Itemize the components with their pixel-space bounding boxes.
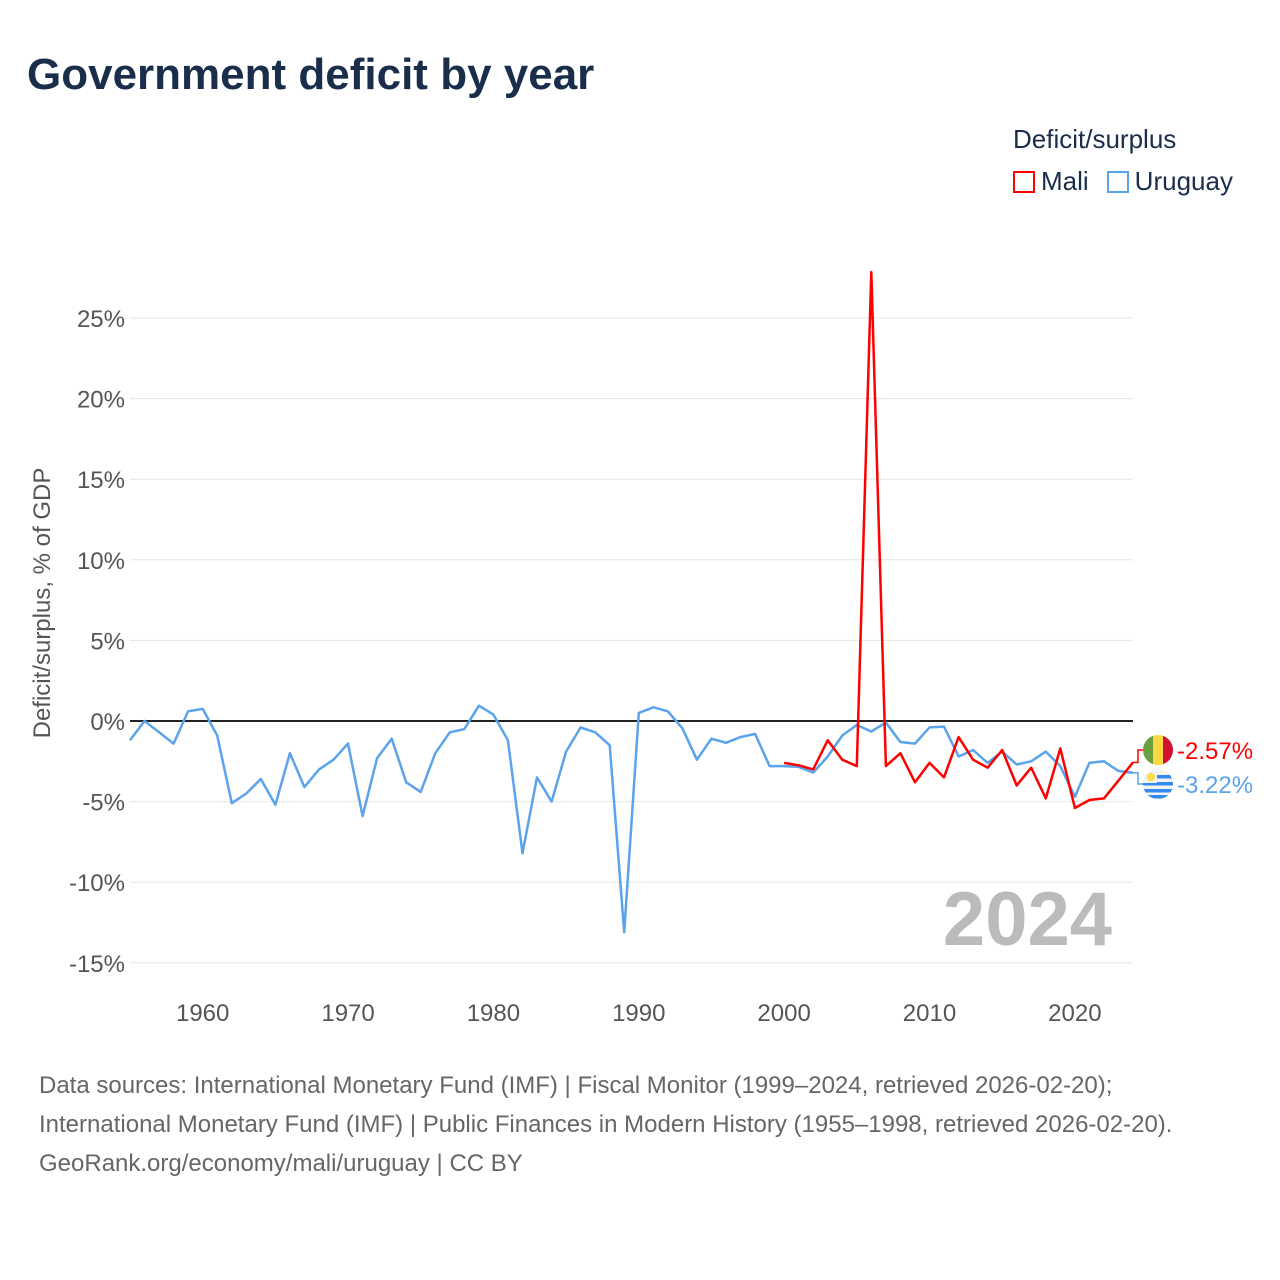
credit-link[interactable]: GeoRank.org/economy/mali/uruguay | CC BY [39, 1150, 523, 1177]
y-tick-label: -15% [69, 951, 125, 978]
series-line-mali[interactable] [783, 270, 1134, 810]
x-tick-label: 1990 [612, 1000, 665, 1027]
legend-label: Mali [1041, 166, 1089, 196]
x-tick-label: 2000 [757, 1000, 810, 1027]
legend-item-mali[interactable]: Mali [1013, 166, 1089, 197]
x-tick-label: 1980 [467, 1000, 520, 1027]
legend-item-uruguay[interactable]: Uruguay [1106, 166, 1233, 197]
legend: Mali Uruguay [1013, 166, 1233, 197]
mali-flag-icon [1143, 735, 1173, 765]
y-tick-label: 15% [77, 467, 125, 494]
legend-title: Deficit/surplus [1013, 124, 1177, 154]
end-value-label-mali: -2.57% [1177, 738, 1253, 765]
y-tick-label: -10% [69, 870, 125, 897]
x-tick-label: 2020 [1048, 1000, 1101, 1027]
y-axis-label: Deficit/surplus, % of GDP [29, 468, 56, 739]
end-value-label-uruguay: -3.22% [1177, 772, 1253, 799]
y-tick-label: 25% [77, 306, 125, 333]
data-sources: Data sources: International Monetary Fun… [39, 1072, 1173, 1138]
x-tick-label: 1960 [176, 1000, 229, 1027]
label-connector [1133, 772, 1143, 785]
chart-title: Government deficit by year [27, 50, 595, 99]
y-tick-label: -5% [82, 790, 125, 817]
footer: Data sources: International Monetary Fun… [39, 1066, 1239, 1183]
y-tick-label: 5% [90, 628, 125, 655]
legend-swatch-mali [1013, 170, 1035, 193]
x-tick-label: 2010 [903, 1000, 956, 1027]
label-connector [1133, 749, 1143, 764]
y-tick-label: 0% [90, 709, 125, 736]
x-tick-label: 1970 [321, 1000, 374, 1027]
uruguay-flag-icon [1143, 769, 1173, 799]
series-line-uruguay[interactable] [129, 704, 1134, 934]
legend-swatch-uruguay [1106, 170, 1129, 193]
y-tick-label: 10% [77, 548, 125, 575]
year-watermark: 2024 [943, 877, 1112, 962]
legend-label: Uruguay [1134, 166, 1233, 196]
y-tick-label: 20% [77, 387, 125, 414]
